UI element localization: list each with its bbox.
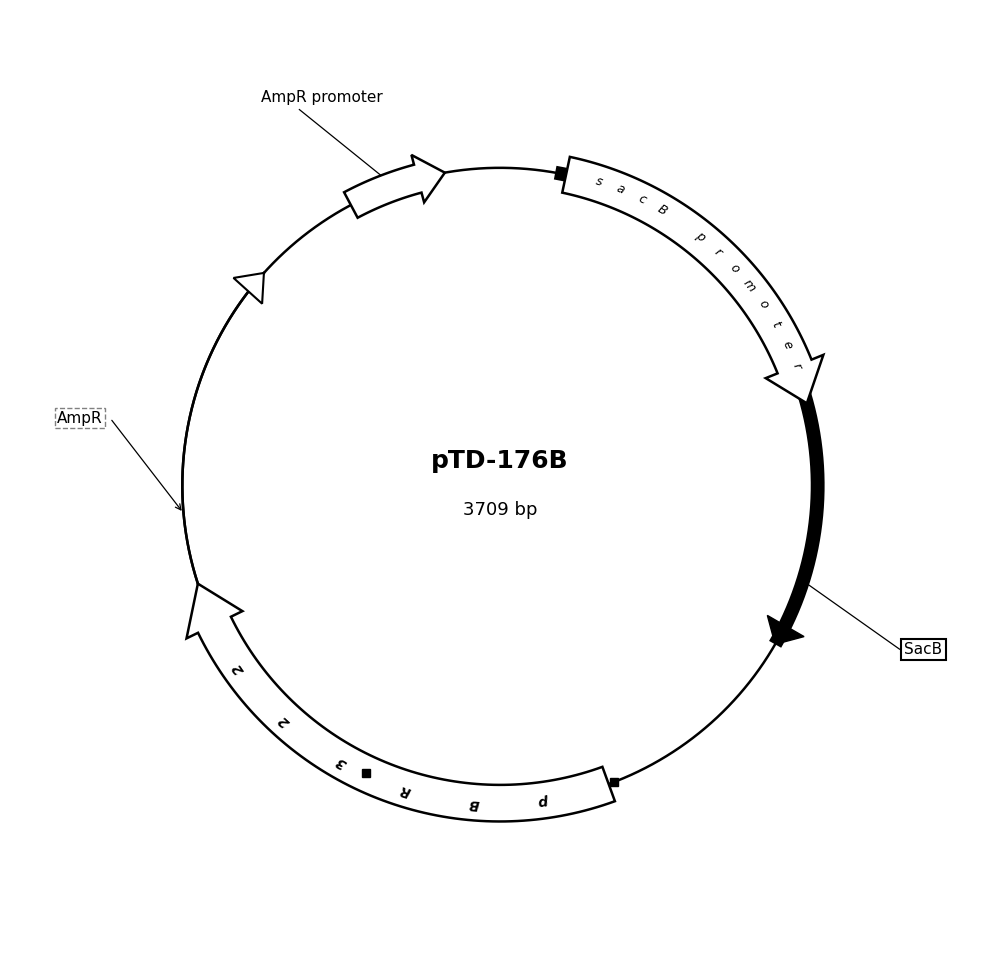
Text: p: p (693, 229, 708, 244)
Text: o: o (756, 298, 771, 312)
Text: a: a (615, 182, 627, 197)
Polygon shape (767, 616, 804, 645)
Text: r: r (789, 361, 803, 371)
Polygon shape (187, 584, 615, 821)
Text: 3709 bp: 3709 bp (463, 501, 537, 519)
Text: pTD-176B: pTD-176B (431, 450, 569, 474)
Text: 2: 2 (277, 713, 293, 729)
Text: B: B (655, 202, 669, 218)
Text: AmpR promoter: AmpR promoter (261, 89, 383, 105)
Text: m: m (741, 277, 758, 294)
Text: SacB: SacB (904, 642, 942, 656)
Text: o: o (727, 261, 742, 276)
Text: R: R (399, 782, 413, 798)
Text: 3: 3 (334, 753, 349, 770)
Text: c: c (636, 191, 648, 207)
Text: t: t (769, 318, 783, 329)
Text: AmpR: AmpR (57, 411, 103, 425)
Text: r: r (712, 246, 724, 258)
Text: p: p (538, 793, 550, 809)
Polygon shape (234, 273, 264, 304)
Text: e: e (779, 338, 794, 351)
Text: B: B (469, 795, 480, 811)
Text: s: s (594, 175, 604, 188)
Polygon shape (562, 157, 823, 403)
Text: 2: 2 (230, 660, 247, 676)
Polygon shape (344, 155, 445, 218)
